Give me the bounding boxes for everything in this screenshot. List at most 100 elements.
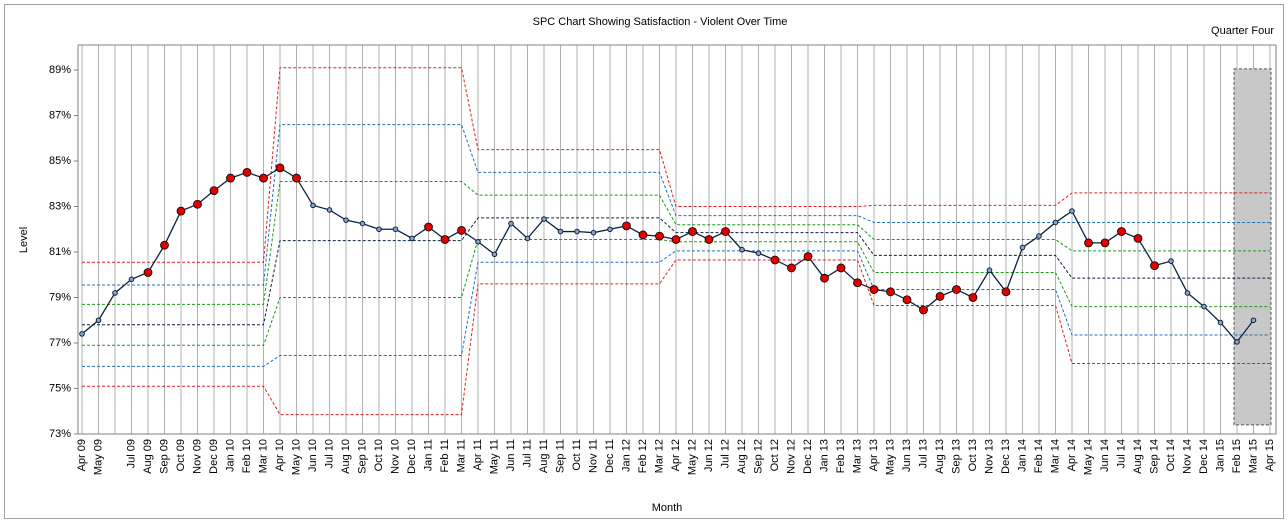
x-tick-label: Mar 10 xyxy=(257,439,269,473)
x-tick-label: Feb 12 xyxy=(637,439,649,473)
data-point xyxy=(79,331,85,337)
x-tick-label: Oct 13 xyxy=(967,439,979,471)
data-point xyxy=(574,228,580,235)
data-point xyxy=(343,217,349,223)
out-of-control-point xyxy=(292,173,301,183)
out-of-control-point xyxy=(952,285,961,294)
out-of-control-point xyxy=(655,231,664,241)
x-tick-label: Apr 14 xyxy=(1066,439,1078,471)
y-tick-label: 77% xyxy=(49,337,71,349)
control-limit xyxy=(82,217,1270,326)
x-tick-label: Feb 13 xyxy=(835,439,847,473)
x-tick-label: Mar 14 xyxy=(1049,439,1061,473)
x-tick-label: Jan 12 xyxy=(620,439,632,472)
x-tick-label: Dec 11 xyxy=(604,439,616,473)
x-tick-label: Nov 12 xyxy=(785,439,797,474)
control-limit xyxy=(82,180,1270,305)
x-tick-label: Jun 11 xyxy=(505,439,517,471)
out-of-control-point xyxy=(1100,238,1110,248)
chart-border xyxy=(4,4,1284,519)
data-point xyxy=(128,276,135,283)
y-tick-label: 87% xyxy=(49,109,71,121)
x-tick-label: Jan 11 xyxy=(422,439,434,471)
out-of-control-point xyxy=(457,226,466,235)
x-tick-label: Feb 14 xyxy=(1033,439,1045,473)
x-tick-label: Jun 10 xyxy=(307,439,319,472)
x-tick-label: Nov 09 xyxy=(191,439,203,474)
y-axis-label: Level xyxy=(18,227,30,253)
x-tick-label: Jul 12 xyxy=(719,439,731,468)
data-point xyxy=(392,226,399,233)
x-tick-label: Dec 12 xyxy=(802,439,814,474)
x-tick-label: Oct 09 xyxy=(175,439,187,471)
out-of-control-point xyxy=(1150,261,1159,271)
x-tick-label: Sep 11 xyxy=(554,439,566,473)
x-tick-label: Jun 14 xyxy=(1099,439,1111,472)
data-point xyxy=(1184,290,1191,296)
out-of-control-point xyxy=(770,255,780,265)
out-of-control-point xyxy=(176,206,186,216)
data-point xyxy=(376,226,382,233)
out-of-control-point xyxy=(1001,287,1011,297)
x-tick-label: Jun 12 xyxy=(703,439,715,472)
data-point xyxy=(1069,208,1075,214)
x-tick-label: Aug 14 xyxy=(1132,439,1144,474)
control-limit xyxy=(82,239,1270,346)
x-tick-label: Sep 13 xyxy=(950,439,962,474)
out-of-control-point xyxy=(721,227,730,236)
x-tick-label: Jan 15 xyxy=(1214,439,1226,472)
x-tick-label: Dec 14 xyxy=(1198,439,1210,474)
out-of-control-point xyxy=(836,263,846,273)
x-tick-label: Jan 13 xyxy=(818,439,830,472)
out-of-control-point xyxy=(622,221,631,231)
out-of-control-point xyxy=(440,235,450,244)
out-of-control-point xyxy=(968,293,978,302)
out-of-control-point xyxy=(704,235,714,244)
out-of-control-point xyxy=(787,263,796,273)
x-tick-label: Apr 12 xyxy=(670,439,682,471)
x-tick-label: Aug 13 xyxy=(934,439,946,474)
x-tick-label: Feb 10 xyxy=(241,439,253,473)
x-tick-label: Dec 13 xyxy=(1000,439,1012,474)
x-tick-label: Apr 10 xyxy=(274,439,286,471)
y-tick-label: 85% xyxy=(49,155,71,167)
out-of-control-point xyxy=(193,199,202,209)
data-point xyxy=(1036,233,1042,239)
x-tick-label: May 09 xyxy=(92,439,104,475)
x-tick-label: Nov 10 xyxy=(389,439,401,474)
x-tick-label: Jan 10 xyxy=(224,439,236,472)
data-point xyxy=(1019,244,1026,251)
data-point xyxy=(409,235,415,242)
data-point xyxy=(1217,319,1224,326)
y-tick-label: 89% xyxy=(49,64,71,76)
data-point xyxy=(491,251,498,258)
data-point xyxy=(95,317,102,324)
x-tick-label: Aug 10 xyxy=(340,439,352,474)
x-tick-label: Jan 14 xyxy=(1016,439,1028,472)
data-point xyxy=(739,246,745,253)
out-of-control-point xyxy=(935,291,945,301)
x-tick-label: Jun 13 xyxy=(901,439,913,472)
data-point xyxy=(755,250,762,256)
out-of-control-point xyxy=(209,186,219,195)
data-point xyxy=(475,238,481,245)
y-tick-label: 79% xyxy=(49,291,71,303)
x-axis-label: Month xyxy=(652,502,683,514)
x-tick-label: Apr 11 xyxy=(472,439,484,471)
out-of-control-point xyxy=(1084,238,1093,248)
x-tick-label: Aug 11 xyxy=(538,439,550,473)
x-tick-label: Sep 09 xyxy=(158,439,170,474)
x-tick-label: May 11 xyxy=(488,439,500,474)
data-point xyxy=(557,228,564,235)
plot-area xyxy=(77,44,1277,435)
data-point xyxy=(310,202,316,209)
out-of-control-point xyxy=(902,295,912,305)
annotation-box xyxy=(1233,68,1272,426)
control-limit xyxy=(82,250,1270,367)
y-tick-label: 73% xyxy=(49,428,71,440)
out-of-control-point xyxy=(275,163,285,173)
out-of-control-point xyxy=(160,240,169,250)
x-tick-label: Apr 15 xyxy=(1264,439,1276,471)
out-of-control-point xyxy=(143,268,153,277)
data-point xyxy=(1201,303,1207,310)
